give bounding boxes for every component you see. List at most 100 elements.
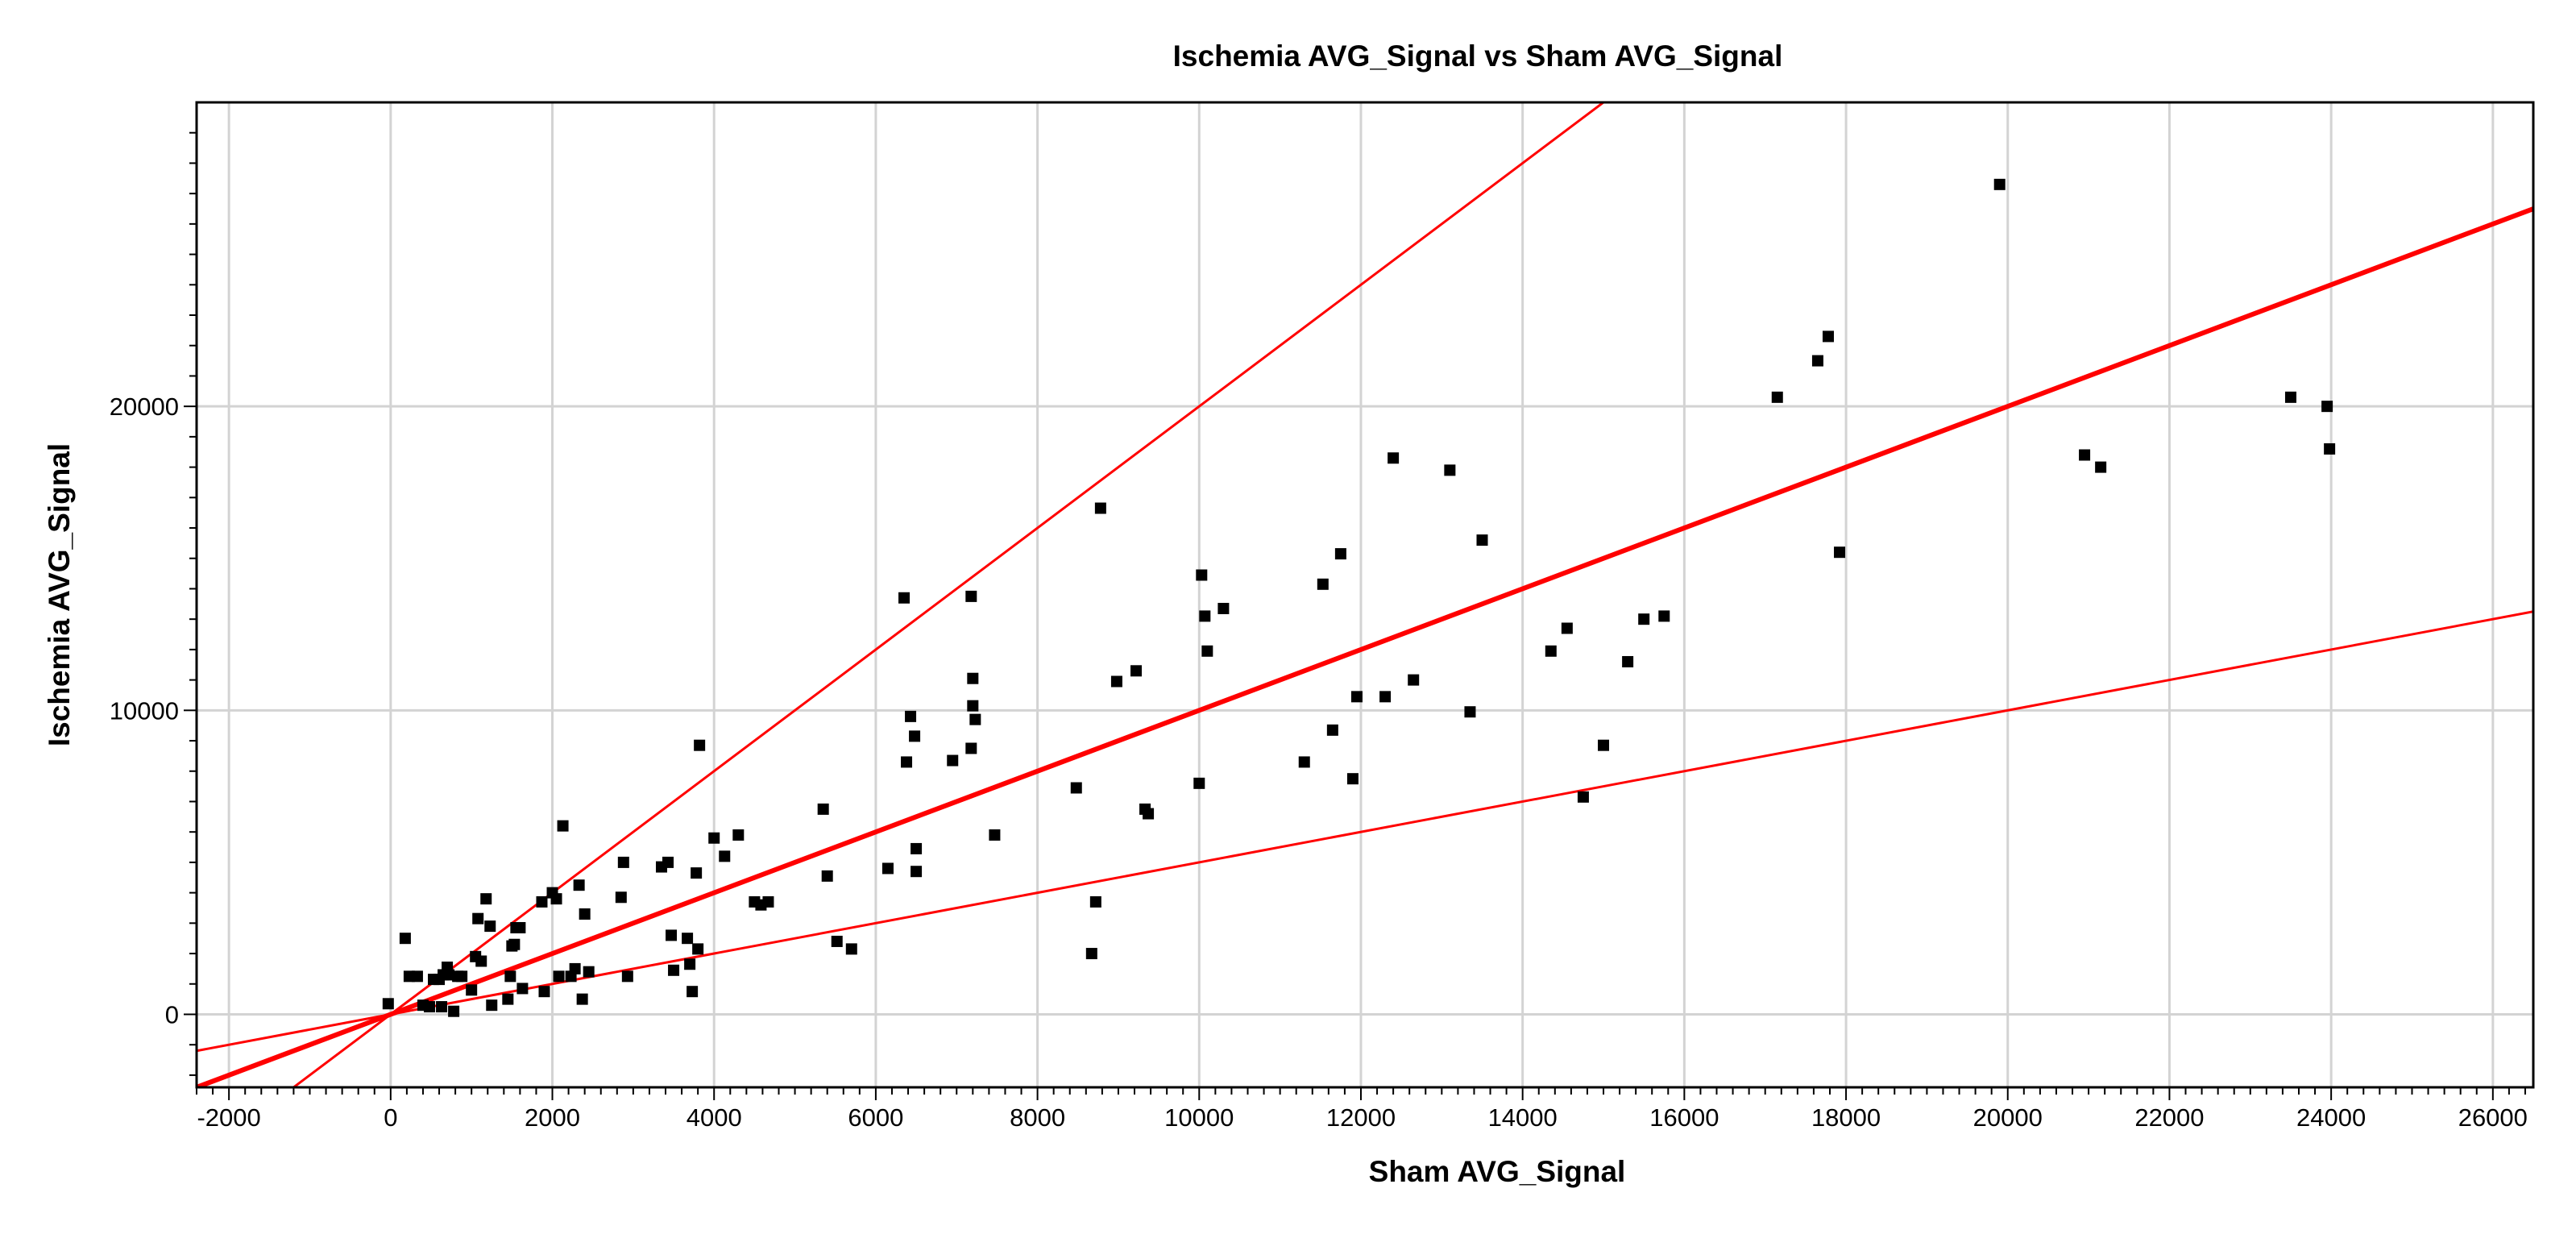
- data-point: [480, 893, 492, 905]
- data-point: [617, 856, 629, 868]
- data-point: [1622, 655, 1634, 667]
- data-point: [1346, 773, 1359, 785]
- data-point: [1658, 610, 1670, 622]
- data-point: [947, 754, 959, 767]
- data-point: [898, 592, 911, 604]
- data-point: [905, 710, 917, 722]
- data-point: [382, 998, 394, 1010]
- data-point: [817, 803, 829, 815]
- data-point: [719, 850, 731, 862]
- data-point: [1408, 674, 1420, 686]
- x-tick-label: -2000: [197, 1103, 260, 1132]
- data-point: [989, 829, 1001, 841]
- data-point: [708, 832, 720, 844]
- data-point: [448, 1005, 460, 1017]
- data-points-layer: [382, 178, 2336, 1017]
- y-tick-label: 20000: [110, 393, 179, 421]
- x-tick-label: 26000: [2458, 1103, 2528, 1132]
- x-tick-label: 14000: [1488, 1103, 1558, 1132]
- data-point: [965, 742, 977, 754]
- data-point: [1196, 569, 1208, 581]
- data-point: [684, 958, 696, 970]
- data-point: [1993, 178, 2006, 190]
- data-point: [583, 966, 595, 978]
- data-point: [1350, 691, 1363, 703]
- data-point: [1476, 534, 1488, 546]
- data-point: [1110, 675, 1122, 688]
- data-point: [967, 700, 979, 712]
- x-tick-label: 6000: [848, 1103, 903, 1132]
- data-point: [1388, 452, 1400, 464]
- data-point: [662, 856, 674, 868]
- data-point: [1577, 791, 1589, 803]
- data-point: [1070, 782, 1082, 794]
- data-point: [2284, 391, 2296, 403]
- data-point: [2095, 461, 2107, 473]
- y-tick-label: 0: [165, 1000, 179, 1028]
- data-point: [399, 933, 411, 945]
- reference-line: [197, 206, 2533, 1087]
- data-point: [411, 970, 423, 983]
- x-tick-label: 0: [384, 1103, 397, 1132]
- data-point: [821, 870, 833, 882]
- data-point: [557, 820, 569, 832]
- x-tick-label: 18000: [1811, 1103, 1881, 1132]
- data-point: [967, 672, 979, 684]
- data-point: [969, 713, 981, 725]
- x-tick-label: 10000: [1164, 1103, 1234, 1132]
- data-point: [965, 590, 977, 602]
- data-point: [443, 969, 455, 981]
- x-tick-label: 12000: [1326, 1103, 1396, 1132]
- data-point: [2079, 449, 2091, 461]
- data-point: [550, 893, 562, 905]
- data-point: [901, 756, 913, 768]
- x-tick-label: 8000: [1010, 1103, 1065, 1132]
- x-tick-label: 22000: [2134, 1103, 2204, 1132]
- data-point: [576, 993, 588, 1005]
- data-point: [486, 999, 498, 1012]
- data-point: [909, 730, 921, 742]
- data-point: [1199, 610, 1211, 622]
- data-point: [691, 867, 703, 879]
- data-point: [508, 938, 521, 950]
- chart-title: Ischemia AVG_Signal vs Sham AVG_Signal: [1173, 39, 1783, 73]
- x-tick-label: 24000: [2296, 1103, 2366, 1132]
- axis-ticks-layer: [184, 131, 2526, 1100]
- y-axis-label: Ischemia AVG_Signal: [43, 443, 76, 746]
- data-point: [694, 739, 706, 751]
- data-point: [911, 842, 923, 854]
- tick-labels-layer: -2000 0 2000 4000 6000 8000 10000 12000 14000 160…: [110, 393, 2528, 1132]
- reference-line: [291, 102, 1606, 1087]
- data-point: [423, 1001, 435, 1013]
- x-axis-label: Sham AVG_Signal: [1369, 1155, 1626, 1188]
- data-point: [1217, 602, 1230, 614]
- data-point: [436, 1001, 448, 1013]
- data-point: [1464, 706, 1476, 718]
- data-point: [536, 895, 548, 908]
- data-point: [1201, 645, 1213, 657]
- data-point: [1334, 548, 1346, 560]
- data-point: [502, 993, 514, 1005]
- data-point: [666, 929, 678, 941]
- data-point: [615, 891, 627, 904]
- data-point: [1822, 330, 1834, 343]
- x-tick-label: 20000: [1973, 1103, 2043, 1132]
- data-point: [1811, 355, 1823, 367]
- data-point: [762, 895, 774, 908]
- data-point: [514, 921, 526, 933]
- data-point: [1326, 724, 1338, 736]
- data-point: [1094, 502, 1106, 514]
- data-point: [1379, 691, 1392, 703]
- data-point: [1638, 613, 1650, 625]
- data-point: [569, 962, 581, 974]
- data-point: [682, 933, 694, 945]
- data-point: [1085, 948, 1097, 960]
- data-point: [475, 955, 487, 967]
- data-point: [1834, 546, 1846, 559]
- data-point: [2321, 401, 2333, 413]
- plot-frame: [195, 101, 2535, 1089]
- data-point: [881, 862, 894, 875]
- data-point: [831, 935, 843, 947]
- data-point: [1561, 622, 1573, 634]
- data-point: [2324, 442, 2336, 455]
